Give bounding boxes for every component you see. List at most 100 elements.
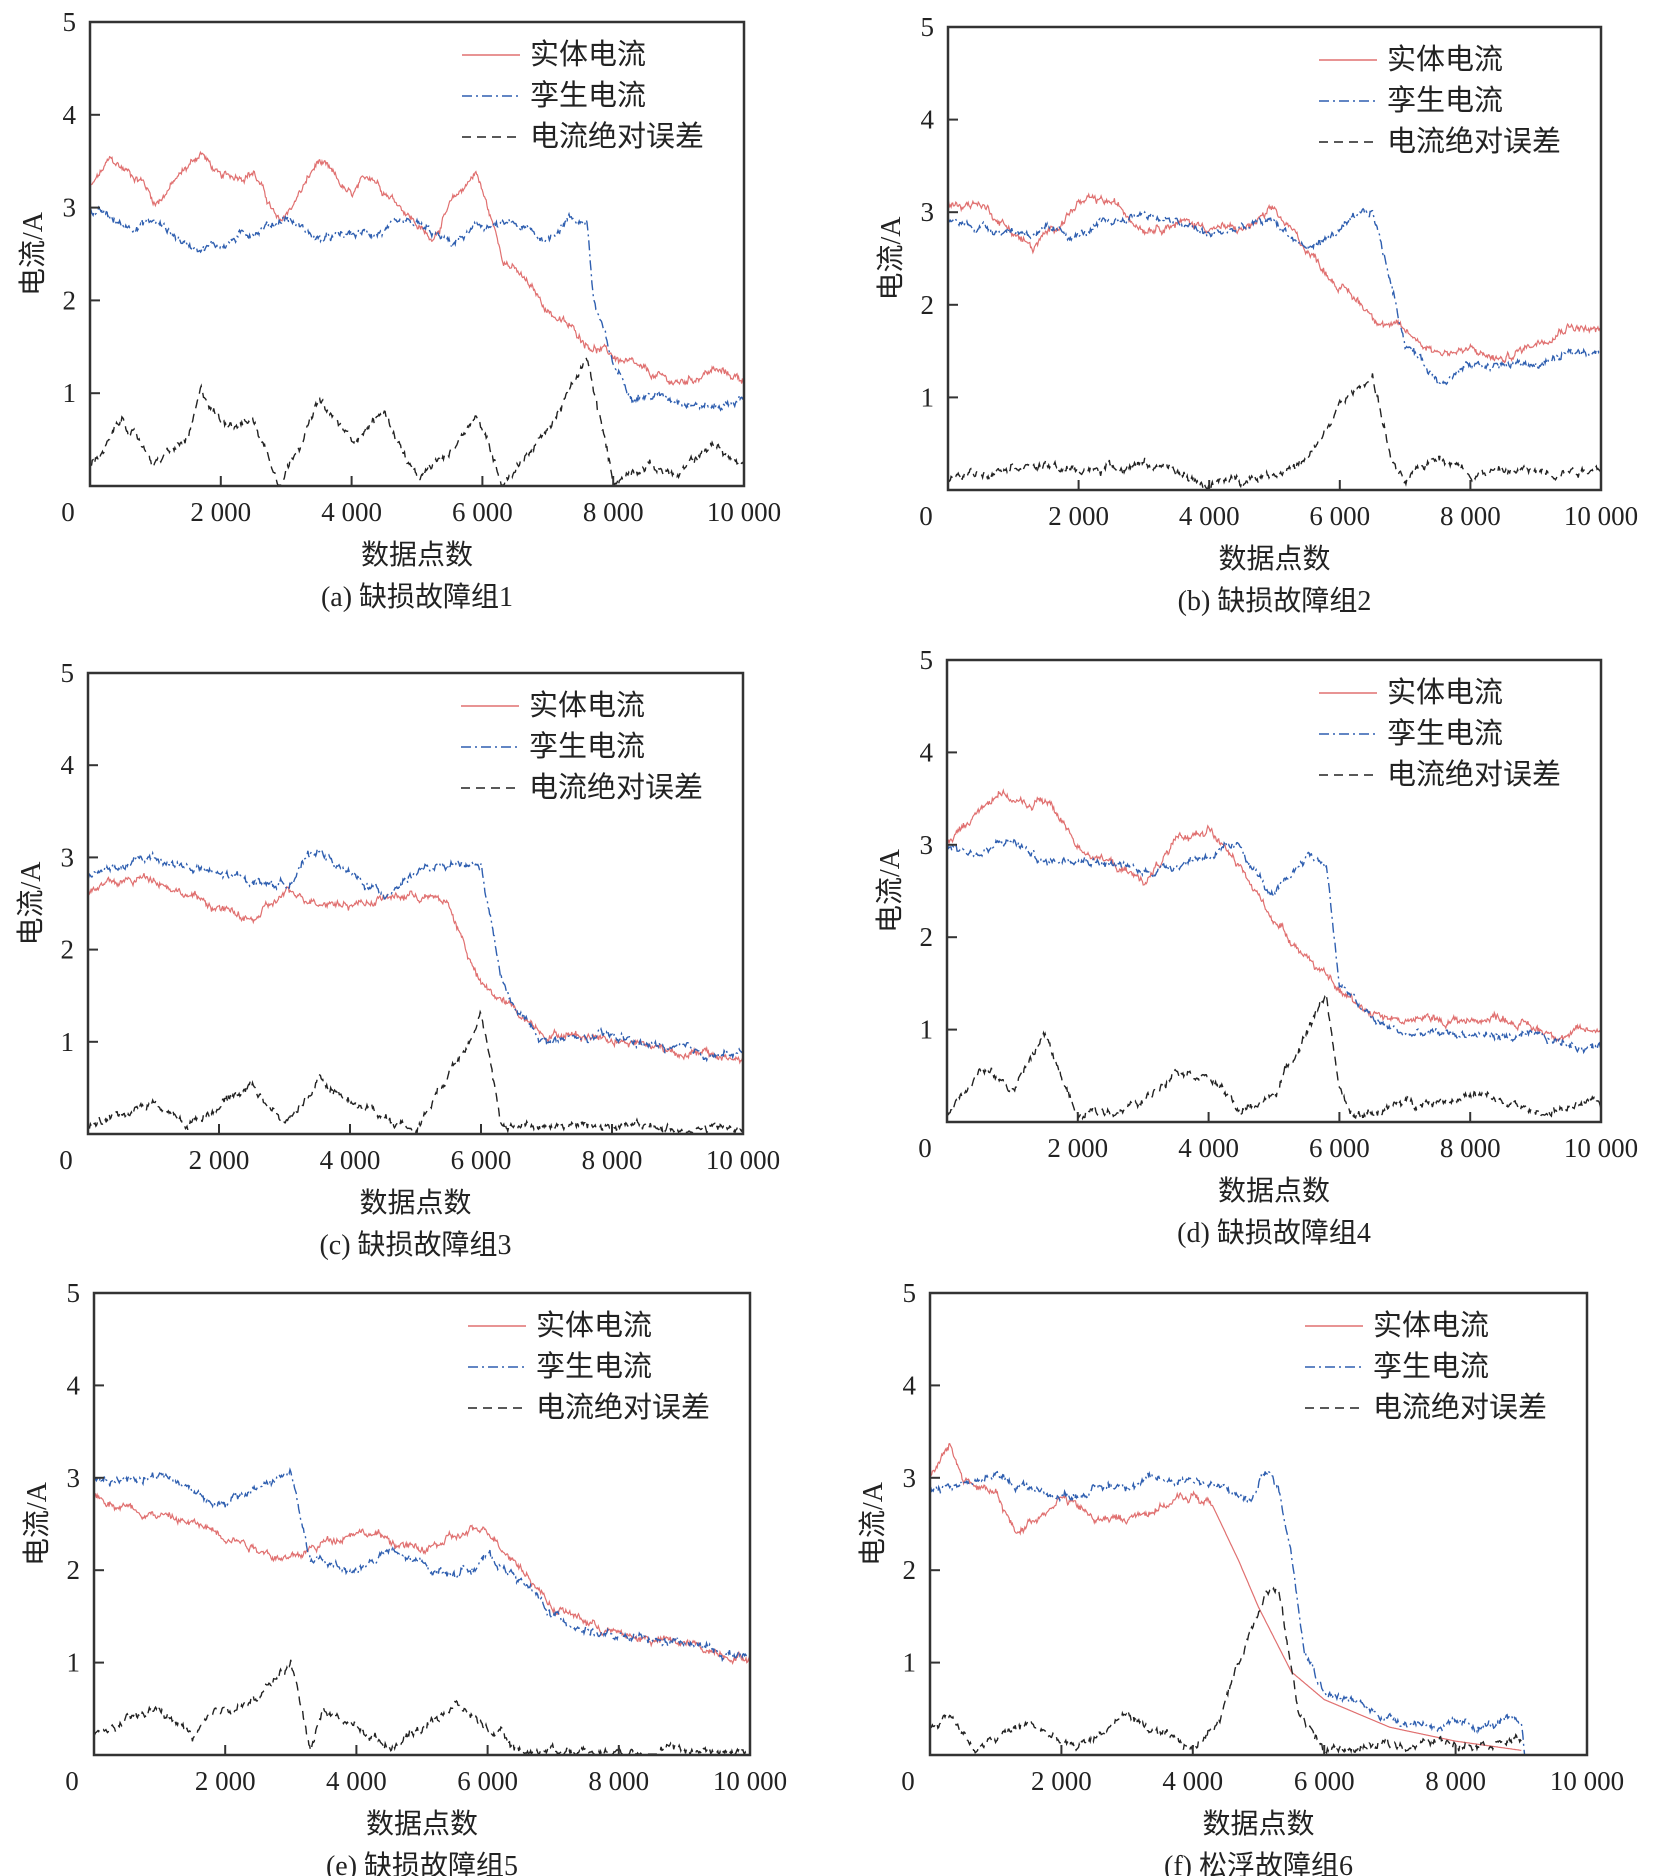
series-line-1: [947, 838, 1601, 1055]
y-tick-label: 2: [61, 935, 75, 965]
chart-panel-e: 1 2 3 4 5 0 2 000 4 000 6 000 8 000 10 000 数据点数 (e) …: [21, 1278, 787, 1876]
x-tick-label: 6 000: [452, 497, 513, 527]
chart-panel-b: 1 2 3 4 5 0 2 000 4 000 6 000 8 000 10 000 数据点数 (b) …: [875, 12, 1638, 617]
x-tick-label: 4 000: [1179, 501, 1240, 531]
y-tick-label: 4: [921, 105, 935, 135]
legend-label-0: 实体电流: [1387, 43, 1503, 76]
plot-frame: [945, 658, 1603, 1124]
x-tick-label: 0: [59, 1145, 73, 1175]
x-tick-label: 8 000: [582, 1145, 643, 1175]
x-tick-label: 6 000: [1309, 501, 1370, 531]
x-axis-label: 数据点数: [361, 539, 473, 571]
chart-panel-c: 1 2 3 4 5 0 2 000 4 000 6 000 8 000 10 000 数据点数 (c) …: [15, 658, 780, 1261]
x-tick-label: 0: [918, 1133, 932, 1163]
y-tick-label: 2: [920, 922, 934, 952]
y-tick-label: 3: [61, 842, 75, 872]
legend-label-2: 电流绝对误差: [529, 771, 703, 804]
x-tick-label: 10 000: [1550, 1766, 1624, 1796]
series-line-2: [948, 373, 1601, 490]
y-tick-label: 4: [61, 750, 75, 780]
y-tick-label: 4: [903, 1370, 917, 1400]
plot-frame: [88, 20, 746, 488]
plot-frame: [92, 1291, 752, 1757]
chart-caption: (d) 缺损故障组4: [1177, 1217, 1371, 1249]
y-tick-label: 5: [903, 1278, 917, 1308]
plot-frame: [928, 1291, 1589, 1757]
y-tick-label: 2: [67, 1555, 81, 1585]
x-tick-label: 10 000: [707, 497, 781, 527]
series-line-1: [90, 205, 744, 412]
x-tick-label: 6 000: [1309, 1133, 1370, 1163]
x-tick-label: 4 000: [1162, 1766, 1223, 1796]
x-tick-label: 0: [919, 501, 933, 531]
series-line-2: [88, 1009, 743, 1134]
legend-label-2: 电流绝对误差: [1387, 758, 1561, 791]
legend-label-1: 孪生电流: [1387, 84, 1503, 117]
chart-caption: (e) 缺损故障组5: [326, 1850, 518, 1876]
y-tick-label: 4: [920, 737, 934, 767]
y-tick-label: 1: [921, 382, 935, 412]
x-tick-label: 2 000: [189, 1145, 250, 1175]
chart-panel-f: 1 2 3 4 5 0 2 000 4 000 6 000 8 000 10 000 数据点数 (f) …: [857, 1278, 1624, 1876]
x-tick-label: 6 000: [1294, 1766, 1355, 1796]
x-tick-label: 2 000: [195, 1766, 256, 1796]
y-tick-label: 2: [63, 285, 77, 315]
chart-caption: (a) 缺损故障组1: [321, 581, 513, 613]
y-tick-label: 3: [63, 193, 77, 223]
x-axis-label: 数据点数: [1202, 1808, 1314, 1840]
legend-label-2: 电流绝对误差: [536, 1391, 710, 1424]
legend-label-1: 孪生电流: [529, 730, 645, 763]
x-tick-label: 4 000: [320, 1145, 381, 1175]
x-tick-label: 0: [65, 1766, 79, 1796]
x-tick-label: 8 000: [1440, 1133, 1501, 1163]
x-tick-label: 6 000: [451, 1145, 512, 1175]
x-tick-label: 8 000: [588, 1766, 649, 1796]
y-tick-label: 1: [67, 1648, 81, 1678]
y-tick-label: 3: [920, 830, 934, 860]
x-tick-label: 0: [901, 1766, 915, 1796]
legend-label-2: 电流绝对误差: [1373, 1391, 1547, 1424]
x-tick-label: 4 000: [1178, 1133, 1239, 1163]
legend-label-2: 电流绝对误差: [530, 120, 704, 153]
x-tick-label: 2 000: [190, 497, 251, 527]
series-line-1: [948, 207, 1601, 386]
x-tick-label: 8 000: [1425, 1766, 1486, 1796]
chart-caption: (c) 缺损故障组3: [319, 1229, 511, 1261]
y-tick-label: 5: [67, 1278, 81, 1308]
x-tick-label: 2 000: [1047, 1133, 1108, 1163]
y-tick-label: 3: [903, 1463, 917, 1493]
x-tick-label: 8 000: [583, 497, 644, 527]
legend-label-1: 孪生电流: [1387, 717, 1503, 750]
y-tick-label: 5: [921, 12, 935, 42]
y-axis-label: 电流/A: [21, 1481, 53, 1566]
y-tick-label: 5: [63, 7, 77, 37]
y-tick-label: 5: [920, 645, 934, 675]
x-tick-label: 2 000: [1048, 501, 1109, 531]
legend-label-0: 实体电流: [529, 689, 645, 722]
y-axis-label: 电流/A: [857, 1481, 889, 1566]
series-line-0: [930, 1442, 1522, 1751]
series-line-2: [947, 995, 1601, 1121]
y-tick-label: 1: [903, 1648, 917, 1678]
legend-label-1: 孪生电流: [536, 1350, 652, 1383]
chart-caption: (f) 松浮故障组6: [1164, 1850, 1353, 1876]
x-axis-label: 数据点数: [1218, 543, 1330, 575]
y-tick-label: 3: [67, 1463, 81, 1493]
x-axis-label: 数据点数: [1218, 1175, 1330, 1207]
series-line-0: [94, 1492, 750, 1666]
legend-label-0: 实体电流: [1387, 676, 1503, 709]
x-tick-label: 8 000: [1440, 501, 1501, 531]
x-tick-label: 10 000: [713, 1766, 787, 1796]
y-tick-label: 2: [921, 290, 935, 320]
x-tick-label: 4 000: [321, 497, 382, 527]
legend-label-0: 实体电流: [1373, 1309, 1489, 1342]
plot-frame: [86, 671, 745, 1136]
legend-label-2: 电流绝对误差: [1387, 125, 1561, 158]
x-tick-label: 10 000: [706, 1145, 780, 1175]
